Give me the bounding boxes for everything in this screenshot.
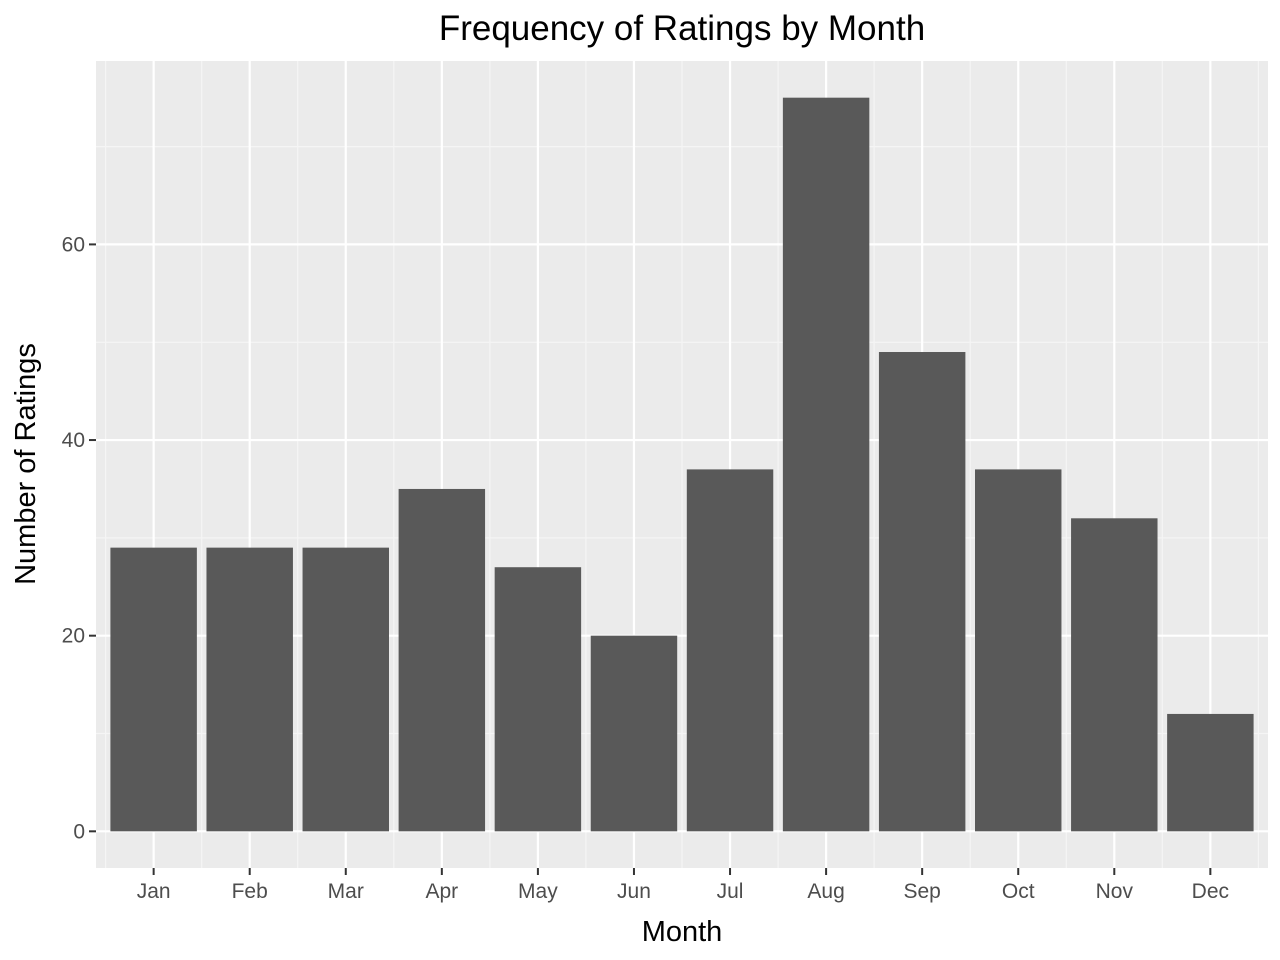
bar-dec [1167,713,1254,832]
x-tick-label: Apr [425,880,458,903]
bar-jun [590,635,678,832]
bar-jul [686,469,774,832]
y-axis-title: Number of Ratings [10,343,42,585]
y-tick-label: 20 [62,625,85,648]
x-axis: Jan Feb Mar Apr May Jun Jul Aug Sep Oct Nov Dec [137,868,1229,903]
bar-apr [398,488,486,832]
x-tick-label: Aug [807,880,844,903]
x-tick-label: Oct [1002,880,1035,903]
x-tick-label: Jul [717,880,744,903]
x-tick-label: Dec [1192,880,1229,903]
bar-mar [302,547,389,832]
bar-sep [878,352,966,832]
bar-may [494,567,582,832]
bar-oct [975,469,1062,832]
x-tick-label: Nov [1096,880,1134,903]
y-tick-label: 40 [62,429,85,452]
x-tick-label: Jan [137,880,171,903]
x-axis-title: Month [642,916,723,948]
bar-feb [206,547,293,832]
minor-gridlines [96,61,1268,868]
chart-title: Frequency of Ratings by Month [439,9,925,48]
y-axis: 0 20 40 60 [62,233,96,843]
bar-nov [1071,518,1158,832]
x-tick-label: Jun [617,880,651,903]
y-tick-label: 0 [73,820,85,843]
bar-series [110,97,1254,832]
bar-aug [782,97,870,832]
x-tick-label: Sep [903,880,940,903]
x-tick-label: May [518,880,558,903]
bar-jan [110,547,197,832]
x-tick-label: Feb [232,880,268,903]
y-tick-label: 60 [62,233,85,256]
x-tick-label: Mar [328,880,364,903]
